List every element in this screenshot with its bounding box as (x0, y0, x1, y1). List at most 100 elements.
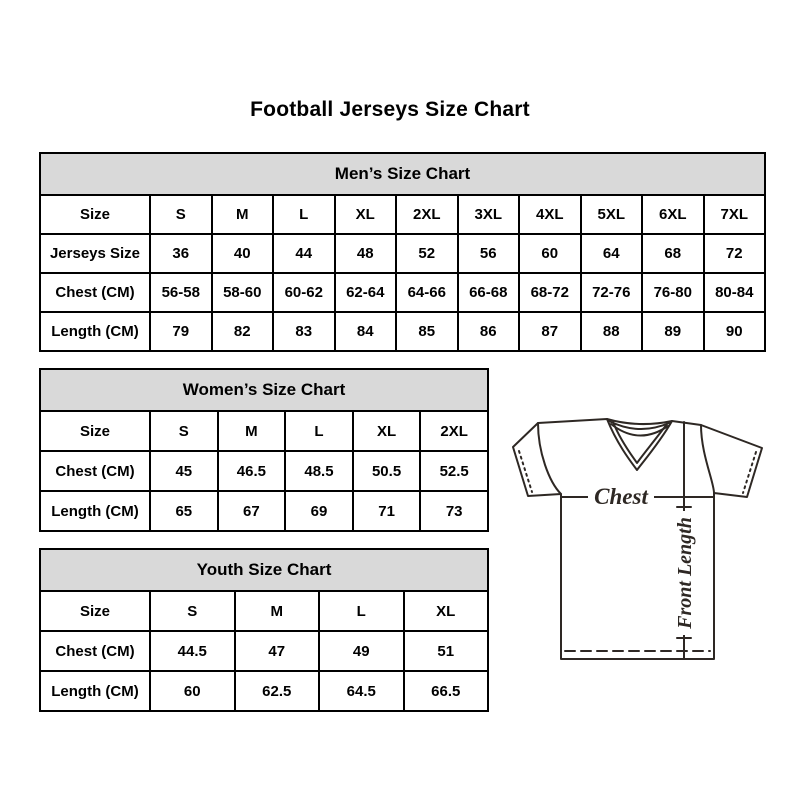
value-cell: 64 (579, 233, 643, 274)
value-cell: 56-58 (149, 272, 213, 313)
value-cell: 4XL (518, 194, 582, 235)
value-cell: S (149, 410, 219, 452)
value-cell: 48 (333, 233, 397, 274)
value-cell: 6XL (641, 194, 705, 235)
value-cell: 67 (216, 490, 287, 532)
jersey-icon: Chest Front Length (512, 418, 763, 660)
value-cell: 60 (149, 670, 236, 712)
vneck-inner (612, 421, 668, 464)
table-row: Chest (CM) 56-58 58-60 60-62 62-64 64-66 66-68… (39, 272, 766, 313)
right-cuff-stitch (742, 451, 757, 494)
chest-label: Chest (594, 484, 648, 509)
table-header-row: Youth Size Chart (39, 548, 489, 592)
value-cell: 69 (284, 490, 354, 532)
table-row: Size S M L XL 2XL 3XL 4XL 5XL 6XL 7XL (39, 194, 766, 235)
value-cell: S (149, 590, 236, 632)
value-cell: 2XL (395, 194, 459, 235)
table-title: Men’s Size Chart (39, 152, 766, 196)
value-cell: 48.5 (284, 450, 354, 492)
value-cell: XL (333, 194, 397, 235)
table-title: Youth Size Chart (39, 548, 489, 592)
row-label-cell: Chest (CM) (39, 630, 151, 672)
value-cell: 5XL (579, 194, 643, 235)
value-cell: XL (351, 410, 422, 452)
value-cell: 62-64 (333, 272, 397, 313)
value-cell: 90 (702, 311, 766, 352)
row-label-cell: Size (39, 194, 151, 235)
value-cell: 68-72 (518, 272, 582, 313)
row-label-cell: Length (CM) (39, 490, 151, 532)
value-cell: M (233, 590, 320, 632)
value-cell: 51 (402, 630, 489, 672)
value-cell: 3XL (456, 194, 520, 235)
womens-size-table: Women’s Size Chart Size S M L XL 2XL Chest (CM… (39, 368, 489, 532)
value-cell: 85 (395, 311, 459, 352)
table-row: Length (CM) 79 82 83 84 85 86 87 88 89 90 (39, 311, 766, 352)
value-cell: 89 (641, 311, 705, 352)
page-title: Football Jerseys Size Chart (250, 98, 530, 121)
value-cell: 80-84 (702, 272, 766, 313)
value-cell: L (284, 410, 354, 452)
value-cell: 50.5 (351, 450, 422, 492)
table-row: Size S M L XL 2XL (39, 410, 489, 452)
front-length-label: Front Length (674, 517, 696, 630)
row-label-cell: Length (CM) (39, 311, 151, 352)
value-cell: 52 (395, 233, 459, 274)
value-cell: 72 (702, 233, 766, 274)
value-cell: 56 (456, 233, 520, 274)
value-cell: 36 (149, 233, 213, 274)
value-cell: 86 (456, 311, 520, 352)
value-cell: 62.5 (233, 670, 320, 712)
value-cell: 60-62 (272, 272, 336, 313)
value-cell: 49 (318, 630, 405, 672)
value-cell: 83 (272, 311, 336, 352)
value-cell: 72-76 (579, 272, 643, 313)
value-cell: 58-60 (210, 272, 274, 313)
value-cell: 68 (641, 233, 705, 274)
value-cell: 45 (149, 450, 219, 492)
row-label-cell: Jerseys Size (39, 233, 151, 274)
value-cell: 79 (149, 311, 213, 352)
value-cell: 65 (149, 490, 219, 532)
value-cell: 46.5 (216, 450, 287, 492)
value-cell: L (318, 590, 405, 632)
value-cell: XL (402, 590, 489, 632)
value-cell: S (149, 194, 213, 235)
table-row: Length (CM) 60 62.5 64.5 66.5 (39, 670, 489, 712)
value-cell: 52.5 (419, 450, 489, 492)
value-cell: 66.5 (402, 670, 489, 712)
value-cell: 73 (419, 490, 489, 532)
youth-size-table: Youth Size Chart Size S M L XL Chest (CM) 44.5… (39, 548, 489, 712)
mens-size-table: Men’s Size Chart Size S M L XL 2XL 3XL 4XL 5XL 6X… (39, 152, 766, 352)
value-cell: 87 (518, 311, 582, 352)
value-cell: L (272, 194, 336, 235)
value-cell: 71 (351, 490, 422, 532)
table-row: Jerseys Size 36 40 44 48 52 56 60 64 68 72 (39, 233, 766, 274)
left-cuff-stitch (518, 450, 533, 493)
table-header-row: Women’s Size Chart (39, 368, 489, 412)
value-cell: 82 (210, 311, 274, 352)
table-row: Chest (CM) 45 46.5 48.5 50.5 52.5 (39, 450, 489, 492)
jersey-outline (512, 418, 763, 660)
value-cell: 40 (210, 233, 274, 274)
value-cell: 47 (233, 630, 320, 672)
table-header-row: Men’s Size Chart (39, 152, 766, 196)
table-title: Women’s Size Chart (39, 368, 489, 412)
value-cell: 76-80 (641, 272, 705, 313)
jersey-diagram: Chest Front Length (505, 412, 770, 667)
vneck-outer (606, 418, 673, 471)
value-cell: 64.5 (318, 670, 405, 712)
right-sleeve-seam (700, 424, 715, 494)
value-cell: 2XL (419, 410, 489, 452)
table-row: Chest (CM) 44.5 47 49 51 (39, 630, 489, 672)
value-cell: M (216, 410, 287, 452)
row-label-cell: Chest (CM) (39, 450, 151, 492)
value-cell: 44 (272, 233, 336, 274)
value-cell: M (210, 194, 274, 235)
table-row: Length (CM) 65 67 69 71 73 (39, 490, 489, 532)
table-row: Size S M L XL (39, 590, 489, 632)
row-label-cell: Size (39, 410, 151, 452)
value-cell: 88 (579, 311, 643, 352)
row-label-cell: Size (39, 590, 151, 632)
